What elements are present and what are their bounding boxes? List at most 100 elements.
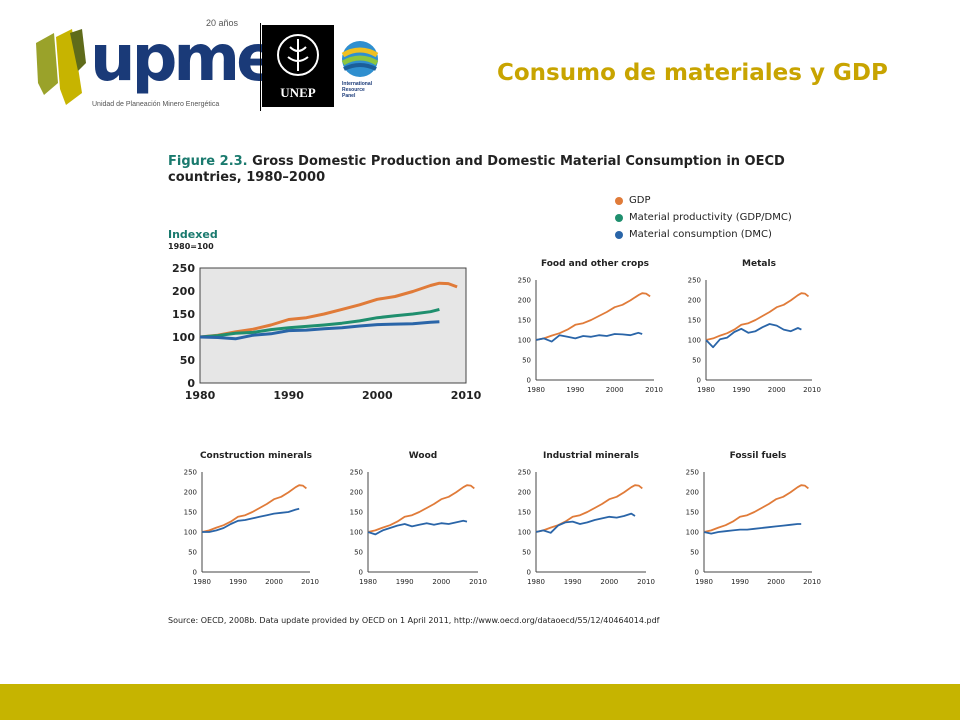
x-tick-label: 1990: [273, 389, 304, 402]
x-tick-label: 2010: [469, 578, 487, 586]
series-line-gdp: [367, 484, 475, 533]
legend-label: GDP: [629, 195, 651, 206]
legend-label: Material consumption (DMC): [629, 229, 772, 240]
legend-item-productivity: Material productivity (GDP/DMC): [615, 209, 792, 226]
x-tick-label: 2010: [645, 386, 663, 394]
figure-source: Source: OECD, 2008b. Data update provide…: [168, 616, 660, 625]
x-tick-label: 1980: [527, 386, 545, 394]
x-tick-label: 1980: [697, 386, 715, 394]
chart-legend: GDP Material productivity (GDP/DMC) Mate…: [615, 192, 792, 243]
y-tick-label: 0: [193, 568, 197, 576]
y-tick-label: 150: [688, 316, 701, 324]
series-line-gdp: [705, 292, 810, 341]
legend-label: Material productivity (GDP/DMC): [629, 212, 792, 223]
figure-number: Figure 2.3.: [168, 154, 248, 169]
y-tick-label: 50: [692, 356, 701, 364]
unep-label: UNEP: [280, 85, 316, 100]
x-tick-label: 2000: [600, 578, 618, 586]
series-line-dmc: [705, 323, 802, 349]
footer-bar: [0, 684, 960, 720]
y-tick-label: 250: [184, 468, 197, 476]
slide-title: Consumo de materiales y GDP: [497, 60, 888, 86]
x-tick-label: 1980: [527, 578, 545, 586]
y-tick-label: 250: [518, 468, 531, 476]
y-tick-label: 150: [172, 308, 195, 321]
x-tick-label: 1990: [731, 578, 749, 586]
upme-wordmark: upme: [90, 22, 279, 96]
y-tick-label: 200: [688, 296, 701, 304]
legend-dot: [615, 230, 623, 239]
header-logos: upme 20 años Unidad de Planeación Minero…: [30, 15, 400, 115]
y-tick-label: 0: [527, 568, 531, 576]
y-tick-label: 150: [686, 508, 699, 516]
logo-divider: [260, 23, 261, 111]
x-tick-label: 2010: [803, 578, 821, 586]
x-tick-label: 1980: [193, 578, 211, 586]
y-tick-label: 250: [518, 276, 531, 284]
y-tick-label: 50: [690, 548, 699, 556]
legend-dot: [615, 213, 623, 222]
y-tick-label: 50: [354, 548, 363, 556]
y-tick-label: 50: [180, 354, 196, 367]
y-tick-label: 150: [350, 508, 363, 516]
x-tick-label: 1980: [695, 578, 713, 586]
series-line-dmc: [202, 507, 300, 533]
panel-title: Construction minerals: [200, 451, 312, 461]
figure: Figure 2.3. Gross Domestic Production an…: [160, 150, 840, 640]
upme-emblem-icon: [36, 29, 86, 105]
y-tick-label: 200: [518, 296, 531, 304]
figure-caption: Gross Domestic Production and Domestic M…: [168, 154, 785, 185]
series-line-gdp: [201, 484, 307, 533]
y-tick-label: 50: [522, 548, 531, 556]
x-tick-label: 1990: [732, 386, 750, 394]
x-tick-label: 1980: [185, 389, 216, 402]
x-tick-label: 2000: [606, 386, 624, 394]
series-line-gdp: [703, 484, 809, 533]
anniversary-label: 20 años: [206, 18, 239, 28]
y-tick-label: 150: [184, 508, 197, 516]
panel-title: Wood: [409, 451, 437, 461]
y-tick-label: 0: [359, 568, 363, 576]
x-tick-label: 2000: [432, 578, 450, 586]
upme-subtitle: Unidad de Planeación Minero Energética: [92, 101, 220, 108]
y-tick-label: 200: [350, 488, 363, 496]
panel-title: Industrial minerals: [543, 451, 639, 461]
panel-title: Metals: [742, 259, 776, 269]
legend-item-dmc: Material consumption (DMC): [615, 226, 792, 243]
x-tick-label: 1990: [566, 386, 584, 394]
x-tick-label: 1990: [564, 578, 582, 586]
series-line-dmc: [535, 512, 636, 534]
figure-title: Figure 2.3. Gross Domestic Production an…: [168, 154, 808, 186]
series-line-gdp: [199, 281, 458, 339]
series-line-productivity: [199, 307, 440, 339]
y-tick-label: 50: [188, 548, 197, 556]
y-tick-label: 100: [184, 528, 197, 536]
x-tick-label: 1990: [229, 578, 247, 586]
series-line-dmc: [535, 331, 643, 343]
legend-item-gdp: GDP: [615, 192, 792, 209]
y-tick-label: 250: [172, 262, 195, 275]
y-tick-label: 0: [695, 568, 699, 576]
y-tick-label: 200: [686, 488, 699, 496]
y-tick-label: 100: [686, 528, 699, 536]
legend-dot: [615, 196, 623, 205]
panel-title: Fossil fuels: [730, 451, 787, 461]
y-tick-label: 200: [172, 285, 195, 298]
x-tick-label: 2000: [362, 389, 393, 402]
x-tick-label: 2000: [768, 386, 786, 394]
series-line-gdp: [535, 484, 643, 533]
y-axis-label: Indexed: [168, 228, 218, 241]
upme-logo: upme 20 años Unidad de Planeación Minero…: [30, 15, 279, 115]
unep-logo: UNEP: [262, 25, 334, 107]
x-tick-label: 2010: [637, 578, 655, 586]
panel-title: Food and other crops: [541, 259, 649, 269]
y-tick-label: 100: [688, 336, 701, 344]
y-tick-label: 100: [350, 528, 363, 536]
y-tick-label: 0: [187, 377, 195, 390]
series-line-dmc: [703, 523, 802, 535]
y-axis-sublabel: 1980=100: [168, 242, 214, 251]
y-tick-label: 200: [184, 488, 197, 496]
y-tick-label: 250: [350, 468, 363, 476]
y-tick-label: 250: [688, 276, 701, 284]
x-tick-label: 2000: [265, 578, 283, 586]
